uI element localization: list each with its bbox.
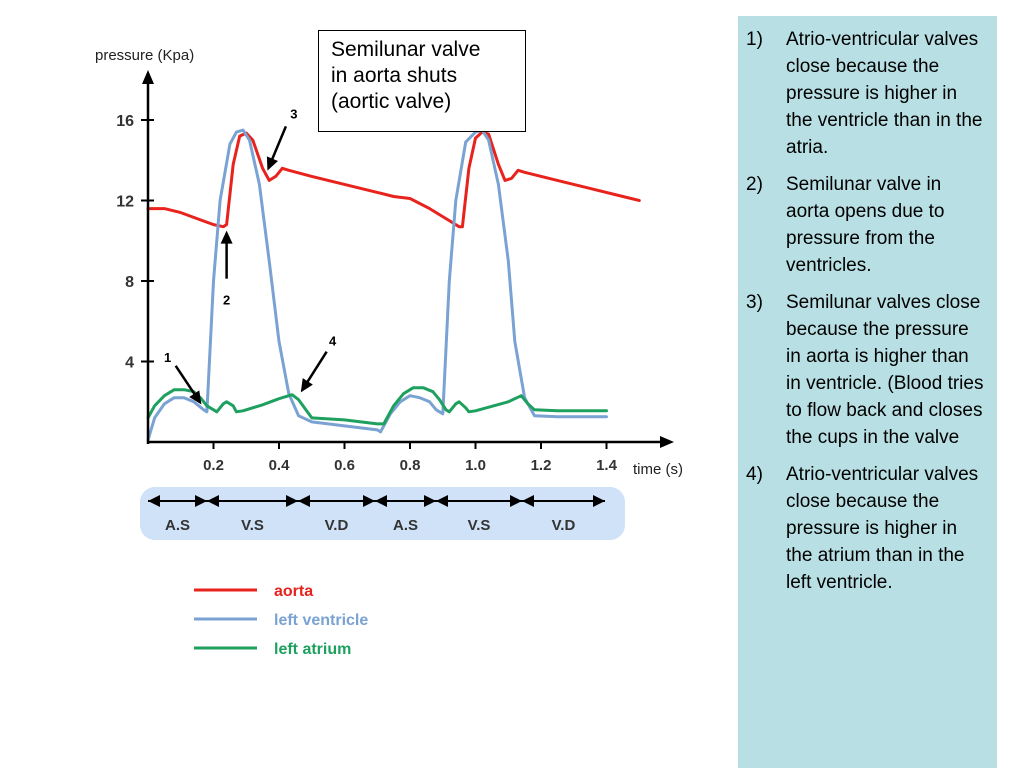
x-tick-label: 1.2 [531,457,552,474]
legend-label: left atrium [274,641,351,658]
x-tick-label: 1.4 [596,457,618,474]
x-tick-label: 0.8 [400,457,421,474]
phase-arrowhead [148,495,160,507]
pressure-chart: A.S V.S V.D A.S V.S V.D pressure (Kpa) time (… [95,47,683,658]
annotation-arrow [174,365,199,399]
note-number: 2) [746,174,763,195]
x-tick-label: 1.0 [465,457,486,474]
annotation-arrow [304,351,328,387]
callout-line: Semilunar valve [331,38,481,61]
annotation-label: 4 [329,334,337,349]
x-tick-label: 0.2 [203,457,224,474]
legend-label: left ventricle [274,612,368,629]
phase-label: V.D [325,517,349,534]
y-axis-arrowhead [142,70,154,84]
x-tick-label: 0.4 [269,457,291,474]
chart-series [146,128,641,442]
note-number: 4) [746,464,763,485]
note-number: 1) [746,29,763,50]
y-tick-label: 12 [116,194,134,211]
note-text: Atrio-ventricular valves close because t… [786,29,983,158]
phase-arrowhead [286,495,298,507]
annotation-label: 2 [223,293,230,308]
annotation-arrow [269,125,288,164]
phase-label: V.S [241,517,264,534]
phase-label: V.S [468,517,491,534]
phase-arrowhead [195,495,207,507]
note-item: 4) Atrio-ventricular valves close becaus… [746,461,987,596]
series-left-ventricle-line [146,128,608,442]
phase-arrowhead [593,495,605,507]
annotation-arrowhead [266,156,278,171]
phase-label: A.S [393,517,418,534]
phase-arrowhead [424,495,436,507]
note-text: Atrio-ventricular valves close because t… [786,464,979,593]
phase-bar: A.S V.S V.D A.S V.S V.D [140,487,625,540]
y-axis-label: pressure (Kpa) [95,47,194,64]
x-axis-arrowhead [660,436,674,448]
phase-arrowhead [510,495,522,507]
y-tick-label: 8 [125,274,134,291]
series-left-atrium-line [146,386,608,426]
legend: aorta left ventricle left atrium [194,583,368,658]
explanation-panel: 1) Atrio-ventricular valves close becaus… [738,16,997,768]
phase-arrowhead [375,495,387,507]
phase-arrowhead [207,495,219,507]
y-tick-label: 16 [116,113,134,130]
note-text: Semilunar valve in aorta opens due to pr… [786,174,945,276]
note-item: 1) Atrio-ventricular valves close becaus… [746,26,987,161]
annotation-label: 1 [164,350,171,365]
annotation-arrowhead [220,230,233,244]
note-number: 3) [746,292,763,313]
annotation-arrowhead [300,378,313,393]
annotation-arrowhead [189,390,202,405]
phase-label: A.S [165,517,190,534]
phase-label: V.D [552,517,576,534]
phase-arrowhead [522,495,534,507]
series-aorta-line [146,130,641,229]
annotation-label: 3 [290,106,297,121]
phase-arrowhead [363,495,375,507]
legend-label: aorta [274,583,313,600]
annotations: 1 2 3 4 [164,106,337,405]
note-item: 2) Semilunar valve in aorta opens due to… [746,171,987,279]
callout-line: (aortic valve) [331,90,452,113]
x-axis-label: time (s) [633,461,683,478]
note-item: 3) Semilunar valves close because the pr… [746,289,987,451]
chart-axes: pressure (Kpa) time (s) 0.2 0.4 0.6 0.8 1.0 1… [95,47,683,478]
note-text: Semilunar valves close because the press… [786,292,984,448]
callout-line: in aorta shuts [331,64,458,87]
aortic-valve-callout: Semilunar valve in aorta shuts (aortic v… [318,30,526,132]
y-tick-label: 4 [125,355,134,372]
phase-arrowhead [298,495,310,507]
x-tick-label: 0.6 [334,457,355,474]
phase-arrowhead [436,495,448,507]
